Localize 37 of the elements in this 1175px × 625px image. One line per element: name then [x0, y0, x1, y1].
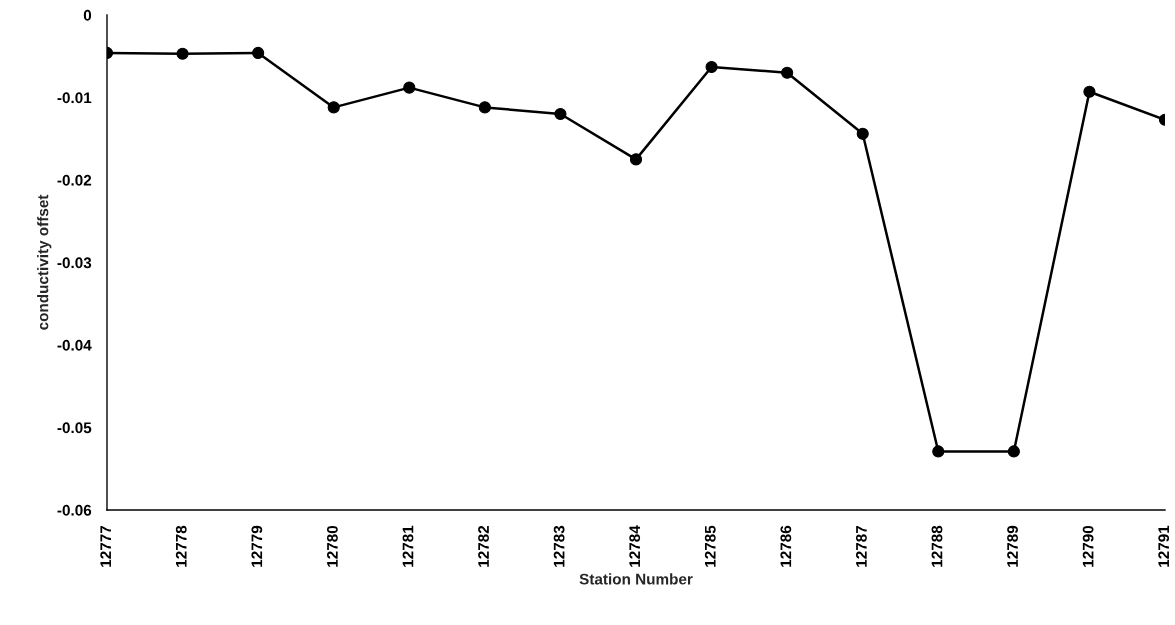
point [1007, 445, 1020, 458]
x-tick-label: 12787 [856, 525, 867, 567]
point [403, 81, 416, 94]
point [327, 101, 340, 114]
point [932, 445, 945, 458]
point [705, 60, 718, 74]
point [781, 66, 794, 79]
x-tick-label: 12782 [478, 525, 489, 567]
x-tick-label: 12780 [327, 525, 338, 567]
x-tick-label: 12783 [553, 525, 565, 567]
x-tick-label: 12791 [1158, 525, 1170, 567]
x-tick-label: 12790 [1082, 525, 1094, 567]
x-tick-label: 12781 [402, 525, 414, 567]
x-tick-label: 12785 [704, 525, 716, 567]
x-axis-title: Station Number [579, 573, 693, 585]
x-tick-label: 12789 [1007, 525, 1018, 567]
point [856, 127, 869, 140]
y-axis-title: conductivity offset [37, 194, 52, 330]
y-tick-label: -0.02 [57, 174, 92, 186]
x-tick-label: 12788 [931, 525, 943, 567]
x-tick-label: 12779 [251, 525, 263, 567]
y-tick-label: -0.05 [57, 422, 92, 434]
point [252, 46, 265, 60]
y-tick-label: -0.06 [57, 504, 92, 516]
y-tick-label: -0.01 [57, 92, 92, 104]
point [1083, 85, 1096, 98]
y-tick-label: 0 [83, 9, 92, 21]
point [478, 101, 491, 114]
y-tick-label: -0.03 [57, 257, 92, 269]
x-tick-label: 12786 [780, 525, 792, 567]
x-tick-label: 12777 [100, 525, 111, 567]
point [629, 153, 643, 166]
x-tick-label: 12784 [629, 525, 641, 567]
point [554, 107, 567, 121]
y-tick-label: -0.04 [57, 339, 92, 351]
point [176, 47, 189, 60]
x-tick-label: 12778 [175, 525, 187, 567]
